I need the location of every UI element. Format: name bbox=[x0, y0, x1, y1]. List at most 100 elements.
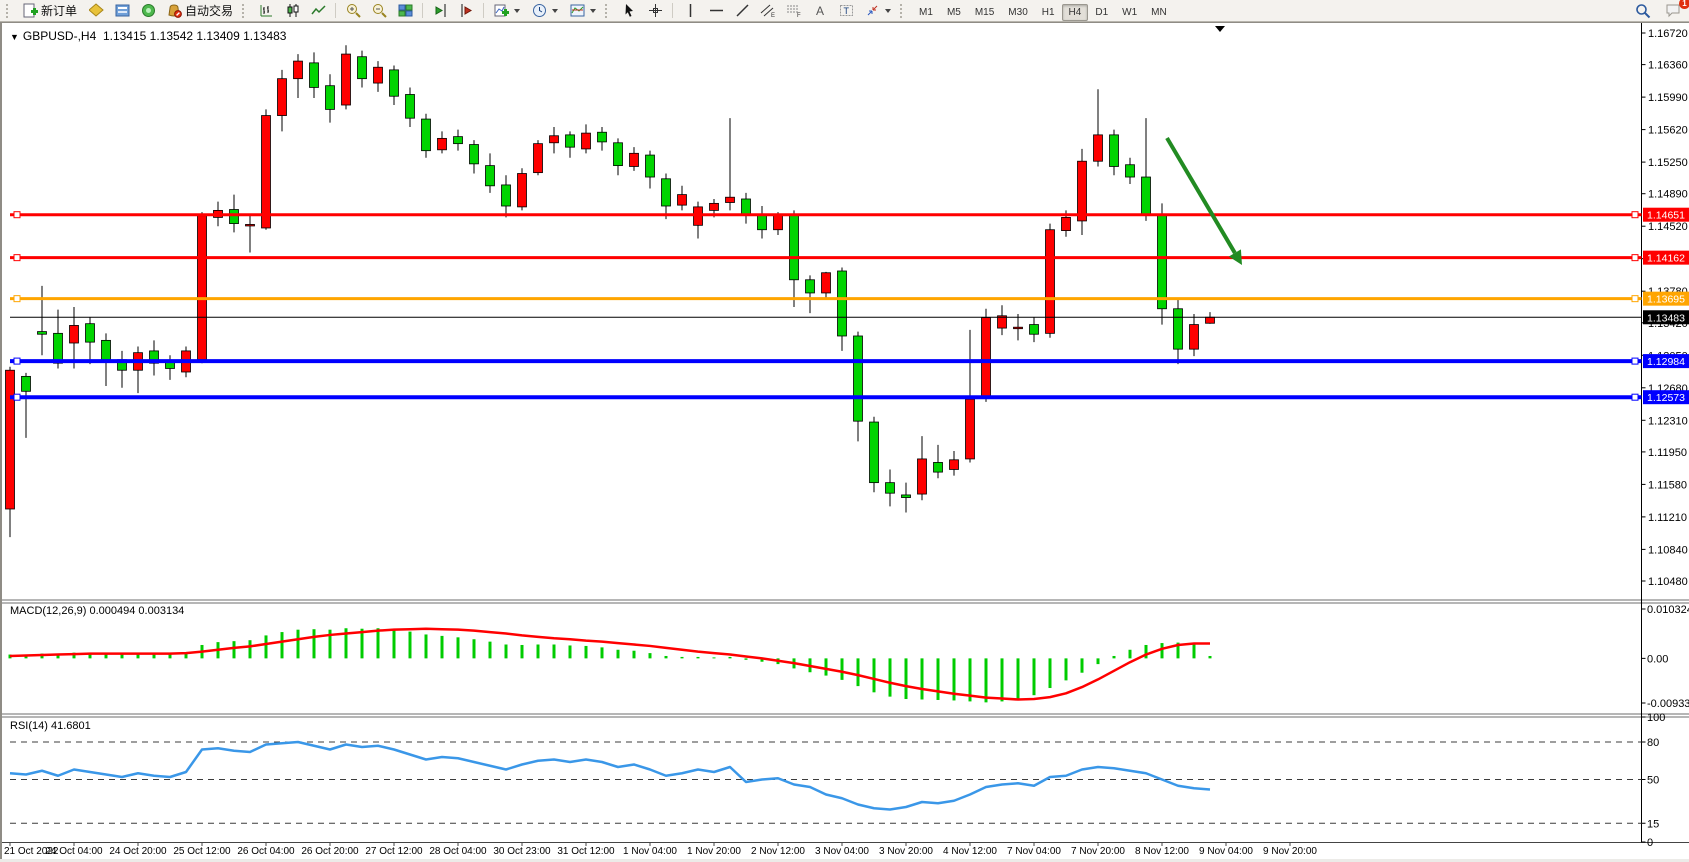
trend-line-button[interactable] bbox=[730, 1, 754, 21]
candle-bear bbox=[869, 421, 879, 484]
candle-bull bbox=[965, 398, 975, 460]
templates-button[interactable] bbox=[565, 1, 601, 21]
text-label-button[interactable]: T bbox=[834, 1, 858, 21]
candle-bull bbox=[1013, 326, 1023, 330]
candle-bear bbox=[853, 335, 863, 422]
new-order-label: 新订单 bbox=[41, 4, 78, 18]
timeframe-m30[interactable]: M30 bbox=[1008, 6, 1028, 18]
toolbar-separator bbox=[335, 3, 337, 18]
candle-bear bbox=[805, 279, 815, 294]
candle-bear bbox=[501, 184, 511, 207]
date-label: 24 Oct 04:00 bbox=[45, 846, 103, 857]
zoom-out-button[interactable] bbox=[367, 1, 391, 21]
hline-handle bbox=[13, 295, 21, 303]
price-tick: 1.11580 bbox=[1648, 479, 1687, 491]
macd-signal-line bbox=[9, 627, 1210, 701]
candle-bear bbox=[901, 494, 911, 498]
price-tick: 1.11210 bbox=[1648, 512, 1687, 524]
timeframe-group: M1 M5 M15 M30 H1 H4 D1 W1 MN bbox=[912, 2, 1174, 21]
candle-bear bbox=[645, 154, 655, 178]
candle-bull bbox=[533, 143, 543, 174]
tile-windows-button[interactable] bbox=[393, 1, 417, 21]
vertical-line-button[interactable] bbox=[678, 1, 702, 21]
candle-bull bbox=[997, 315, 1007, 329]
hline-handle bbox=[1631, 295, 1639, 303]
search-button[interactable] bbox=[1631, 1, 1655, 21]
dropdown-caret-icon bbox=[590, 8, 597, 13]
timeframe-mn[interactable]: MN bbox=[1151, 6, 1167, 18]
arrows-button[interactable] bbox=[860, 1, 896, 21]
price-tag-label: 1.14162 bbox=[1647, 253, 1685, 265]
line-chart-button[interactable] bbox=[306, 1, 330, 21]
candle-bear bbox=[309, 62, 319, 88]
candle-bull bbox=[277, 78, 287, 116]
bar-chart-icon bbox=[260, 5, 272, 17]
metaeditor-button[interactable] bbox=[84, 1, 108, 21]
candle-bear bbox=[661, 178, 671, 207]
timeframe-h4[interactable]: H4 bbox=[1061, 3, 1089, 21]
candle-bull bbox=[1077, 160, 1087, 222]
market-watch-button[interactable] bbox=[110, 1, 134, 21]
new-order-button[interactable]: 新订单 bbox=[18, 1, 82, 21]
cursor-button[interactable] bbox=[617, 1, 641, 21]
candle-bear bbox=[53, 332, 63, 364]
timeframe-h1[interactable]: H1 bbox=[1041, 6, 1055, 18]
candle-bull bbox=[1205, 316, 1215, 324]
hline-handle bbox=[1631, 211, 1639, 219]
candle-bull bbox=[581, 132, 591, 150]
candle-bull bbox=[293, 60, 303, 80]
toolbar-grip bbox=[6, 3, 13, 18]
auto-trading-button[interactable]: 自动交易 bbox=[162, 1, 238, 21]
rsi-line bbox=[9, 740, 1211, 811]
chart-canvas[interactable]: 1.16720 1.16360 1.15990 1.15620 1.15250 1.148… bbox=[2, 23, 1689, 859]
auto-scroll-button[interactable] bbox=[428, 1, 452, 21]
date-label: 8 Nov 12:00 bbox=[1135, 846, 1189, 857]
timeframe-m15[interactable]: M15 bbox=[974, 6, 995, 18]
candle-bear bbox=[21, 375, 31, 392]
annotation-arrow[interactable] bbox=[1165, 136, 1237, 254]
zoom-in-button[interactable] bbox=[341, 1, 365, 21]
candle-bull bbox=[1061, 217, 1071, 231]
zoom-in-icon bbox=[346, 4, 361, 18]
price-tag-label: 1.13695 bbox=[1647, 294, 1685, 306]
chart-shift-button[interactable] bbox=[454, 1, 478, 21]
fibonacci-button[interactable]: F bbox=[782, 1, 806, 21]
candle-bull bbox=[261, 115, 271, 229]
candlestick-chart-button[interactable] bbox=[280, 1, 304, 21]
rsi-tick: 0 bbox=[1647, 837, 1653, 849]
price-tag-label: 1.13483 bbox=[1647, 312, 1685, 324]
candle-bull bbox=[725, 196, 735, 203]
vertical-line-icon bbox=[689, 4, 691, 17]
candle-bear bbox=[837, 270, 847, 337]
timeframe-d1[interactable]: D1 bbox=[1095, 6, 1109, 18]
data-window-button[interactable] bbox=[136, 1, 160, 21]
bar-chart-button[interactable] bbox=[254, 1, 278, 21]
periods-button[interactable] bbox=[527, 1, 563, 21]
macd-tick: 0.010324 bbox=[1647, 604, 1689, 616]
candle-bear bbox=[149, 350, 159, 364]
new-order-icon bbox=[23, 3, 38, 18]
price-tag bbox=[1643, 250, 1689, 265]
toolbar-separator bbox=[483, 3, 485, 18]
equidistant-channel-button[interactable]: E bbox=[756, 1, 780, 21]
metaeditor-icon bbox=[88, 3, 104, 17]
candle-bear bbox=[1029, 324, 1039, 335]
candle-bear bbox=[357, 56, 367, 80]
indicators-button[interactable] bbox=[489, 1, 525, 21]
hline-handle bbox=[13, 393, 21, 401]
text-button[interactable]: A bbox=[808, 1, 832, 21]
notifications-button[interactable]: 1 bbox=[1661, 0, 1689, 21]
search-icon bbox=[1636, 3, 1651, 18]
candle-bear bbox=[229, 209, 239, 224]
svg-text:T: T bbox=[843, 6, 849, 16]
price-tick: 1.16360 bbox=[1648, 60, 1688, 72]
timeframe-m5[interactable]: M5 bbox=[946, 6, 961, 18]
price-tag bbox=[1643, 207, 1689, 222]
timeframe-m1[interactable]: M1 bbox=[919, 6, 933, 18]
candle-bear bbox=[613, 142, 623, 167]
horizontal-line-button[interactable] bbox=[704, 1, 728, 21]
crosshair-button[interactable] bbox=[643, 1, 667, 21]
candle-bear bbox=[597, 131, 607, 143]
timeframe-w1[interactable]: W1 bbox=[1122, 6, 1138, 18]
candle-bear bbox=[757, 214, 767, 231]
